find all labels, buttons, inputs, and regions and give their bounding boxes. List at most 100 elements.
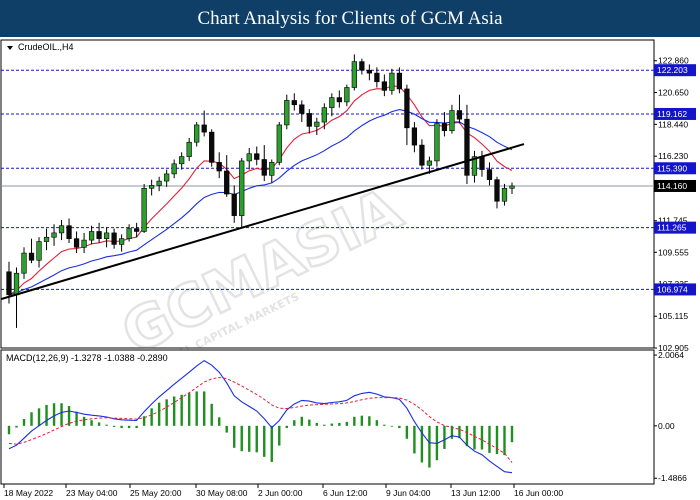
moving-average-line xyxy=(8,85,513,296)
candle-body xyxy=(261,159,267,176)
macd-histogram-bar xyxy=(480,425,484,450)
macd-histogram-bar xyxy=(180,394,183,426)
candle-body xyxy=(321,107,327,123)
candle-body xyxy=(314,121,320,127)
candle-body xyxy=(141,187,147,232)
macd-label: MACD(12,26,9) -1.3278 -1.0388 -0.2890 xyxy=(6,353,168,363)
x-tick-label: 25 May 20:00 xyxy=(130,488,182,498)
y-tick-label: 118.440 xyxy=(658,119,688,129)
candle-body xyxy=(449,110,455,131)
candle-body xyxy=(13,272,20,296)
macd-histogram-bar xyxy=(315,422,319,426)
y-tick-label: 111.745 xyxy=(658,216,688,226)
macd-histogram-bar xyxy=(503,425,506,456)
candle-body xyxy=(118,238,125,245)
level-price-label: 106.974 xyxy=(657,284,688,294)
macd-histogram-bar xyxy=(263,425,266,457)
candle-body xyxy=(194,124,200,143)
candle-body xyxy=(464,118,470,176)
candle-body xyxy=(389,72,395,91)
macd-histogram-bar xyxy=(150,408,153,426)
macd-histogram-bar xyxy=(202,391,206,426)
macd-histogram-bar xyxy=(248,425,251,452)
level-price-box xyxy=(654,283,696,296)
level-price-label: 122.203 xyxy=(657,65,688,75)
candle-body xyxy=(299,104,305,114)
y-tick-label: 122.860 xyxy=(658,56,689,66)
level-price-label: 111.265 xyxy=(657,223,687,233)
y-tick-label: 105.115 xyxy=(658,311,688,321)
candle-body xyxy=(329,97,335,108)
current-price-box xyxy=(654,179,696,192)
macd-histogram-bar xyxy=(75,411,78,426)
macd-histogram-bar xyxy=(368,416,371,426)
candle-body xyxy=(81,239,87,248)
macd-histogram-bar xyxy=(187,393,191,426)
macd-histogram-bar xyxy=(225,425,228,433)
candle-body xyxy=(88,231,95,241)
candle-body xyxy=(494,179,500,202)
candle-body xyxy=(411,127,418,146)
level-price-label: 115.390 xyxy=(657,163,687,173)
price-panel: GCMASIA GLOBAL CAPITAL MARKETS 122.86012… xyxy=(0,39,696,375)
macd-histogram-bar xyxy=(240,425,243,452)
x-tick-label: 9 Jun 04:00 xyxy=(386,488,431,498)
macd-histogram-bar xyxy=(338,422,341,426)
candle-body xyxy=(441,123,448,131)
macd-histogram-bar xyxy=(413,425,416,454)
level-price-box xyxy=(654,64,696,77)
candle-body xyxy=(351,61,357,88)
candle-body xyxy=(381,81,388,91)
symbol-dropdown-icon[interactable] xyxy=(7,46,13,50)
candle-body xyxy=(6,271,12,296)
time-axis: 18 May 2022 23 May 04:00 25 May 20:00 30 Ma… xyxy=(3,484,563,498)
macd-histogram-bar xyxy=(60,403,63,426)
candle-body xyxy=(209,131,215,163)
macd-histogram-bar xyxy=(278,425,281,446)
macd-histogram-bar xyxy=(233,425,236,448)
macd-histogram-bar xyxy=(22,419,26,426)
candlesticks xyxy=(6,54,515,328)
macd-histogram-bar xyxy=(450,425,454,439)
candle-body xyxy=(231,193,237,216)
macd-histogram-bar xyxy=(293,420,296,426)
macd-histogram-bar xyxy=(390,425,394,427)
candle-body xyxy=(486,169,493,180)
candle-body xyxy=(396,72,403,90)
macd-histogram-bar xyxy=(172,396,176,426)
candle-body xyxy=(103,232,110,239)
macd-histogram-bar xyxy=(45,404,48,426)
macd-histogram-bar xyxy=(375,420,379,426)
macd-histogram-bar xyxy=(353,416,356,426)
macd-histogram-bar xyxy=(285,425,288,429)
y-tick-label: 102.905 xyxy=(658,343,689,353)
candle-body xyxy=(306,113,312,127)
macd-histogram-bar xyxy=(443,425,446,449)
macd-histogram-bar xyxy=(165,399,168,426)
candle-body xyxy=(336,97,342,103)
macd-panel-frame xyxy=(0,349,655,485)
moving-average-line xyxy=(8,109,513,296)
macd-histogram-bar xyxy=(142,416,146,426)
x-tick-label: 30 May 08:00 xyxy=(196,488,248,498)
macd-histogram-bar xyxy=(300,416,303,426)
y-tick-label: 120.650 xyxy=(658,88,689,98)
macd-histogram-bar xyxy=(15,425,18,428)
macd-histogram-bar xyxy=(67,406,71,426)
macd-line xyxy=(8,359,513,474)
candle-body xyxy=(426,160,433,166)
candle-body xyxy=(359,61,365,71)
candle-body xyxy=(291,100,297,106)
candle-body xyxy=(111,232,117,245)
level-price-label: 119.162 xyxy=(657,109,687,119)
candle-body xyxy=(434,123,440,162)
macd-histogram-bar xyxy=(120,425,123,429)
macd-histogram-bar xyxy=(127,425,131,429)
candle-body xyxy=(179,156,185,165)
macd-histogram-bar xyxy=(488,425,491,453)
candle-body xyxy=(269,162,275,176)
macd-signal-line xyxy=(8,376,513,463)
candle-body xyxy=(149,185,155,189)
candle-body xyxy=(51,232,57,238)
macd-histogram-bar xyxy=(458,425,461,439)
